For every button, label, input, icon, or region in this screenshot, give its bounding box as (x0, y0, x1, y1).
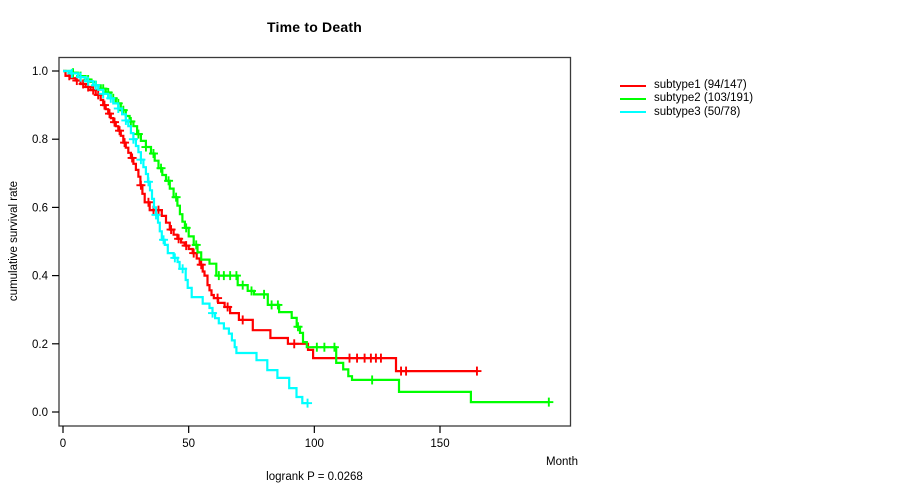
legend-item-subtype1: subtype1 (94/147) (620, 79, 753, 92)
x-tick-label: 100 (305, 438, 324, 450)
legend-line-swatch-green (620, 98, 646, 101)
plot-box (58, 56, 572, 427)
km-curve (63, 69, 308, 405)
legend-item-label: subtype3 (50/78) (654, 105, 741, 118)
legend-item-label: subtype2 (103/191) (654, 92, 754, 105)
x-axis: 0 50 100 150 (60, 426, 450, 450)
y-tick-label: 1.0 (32, 66, 48, 78)
km-series-1 (63, 69, 482, 376)
y-tick-label: 0.6 (32, 202, 48, 214)
censor-marks (68, 68, 554, 407)
y-axis-label: cumulative survival rate (8, 180, 20, 302)
km-series-2 (63, 68, 554, 407)
y-axis: 0.0 0.2 0.4 0.6 0.8 1.0 (32, 66, 59, 419)
legend-item-subtype3: subtype3 (50/78) (620, 106, 753, 119)
legend-line-swatch-cyan (620, 111, 646, 114)
km-curve (63, 69, 549, 404)
x-tick-label: 0 (60, 438, 66, 450)
y-tick-label: 0.4 (32, 271, 49, 283)
legend: subtype1 (94/147) subtype2 (103/191) sub… (620, 79, 753, 119)
legend-item-label: subtype1 (94/147) (654, 79, 747, 91)
x-tick-label: 150 (430, 438, 449, 450)
legend-line-swatch-red (620, 84, 646, 87)
legend-item-subtype2: subtype2 (103/191) (620, 92, 753, 105)
x-tick-label: 50 (182, 438, 195, 450)
y-tick-label: 0.0 (32, 407, 48, 419)
x-axis-label: Month (546, 456, 578, 468)
logrank-p-value: logrank P = 0.0268 (266, 471, 363, 483)
chart-title: Time to Death (267, 19, 362, 35)
y-tick-label: 0.8 (32, 134, 48, 146)
y-tick-label: 0.2 (32, 339, 48, 351)
censor-marks (67, 68, 313, 408)
km-series-3 (63, 68, 313, 408)
